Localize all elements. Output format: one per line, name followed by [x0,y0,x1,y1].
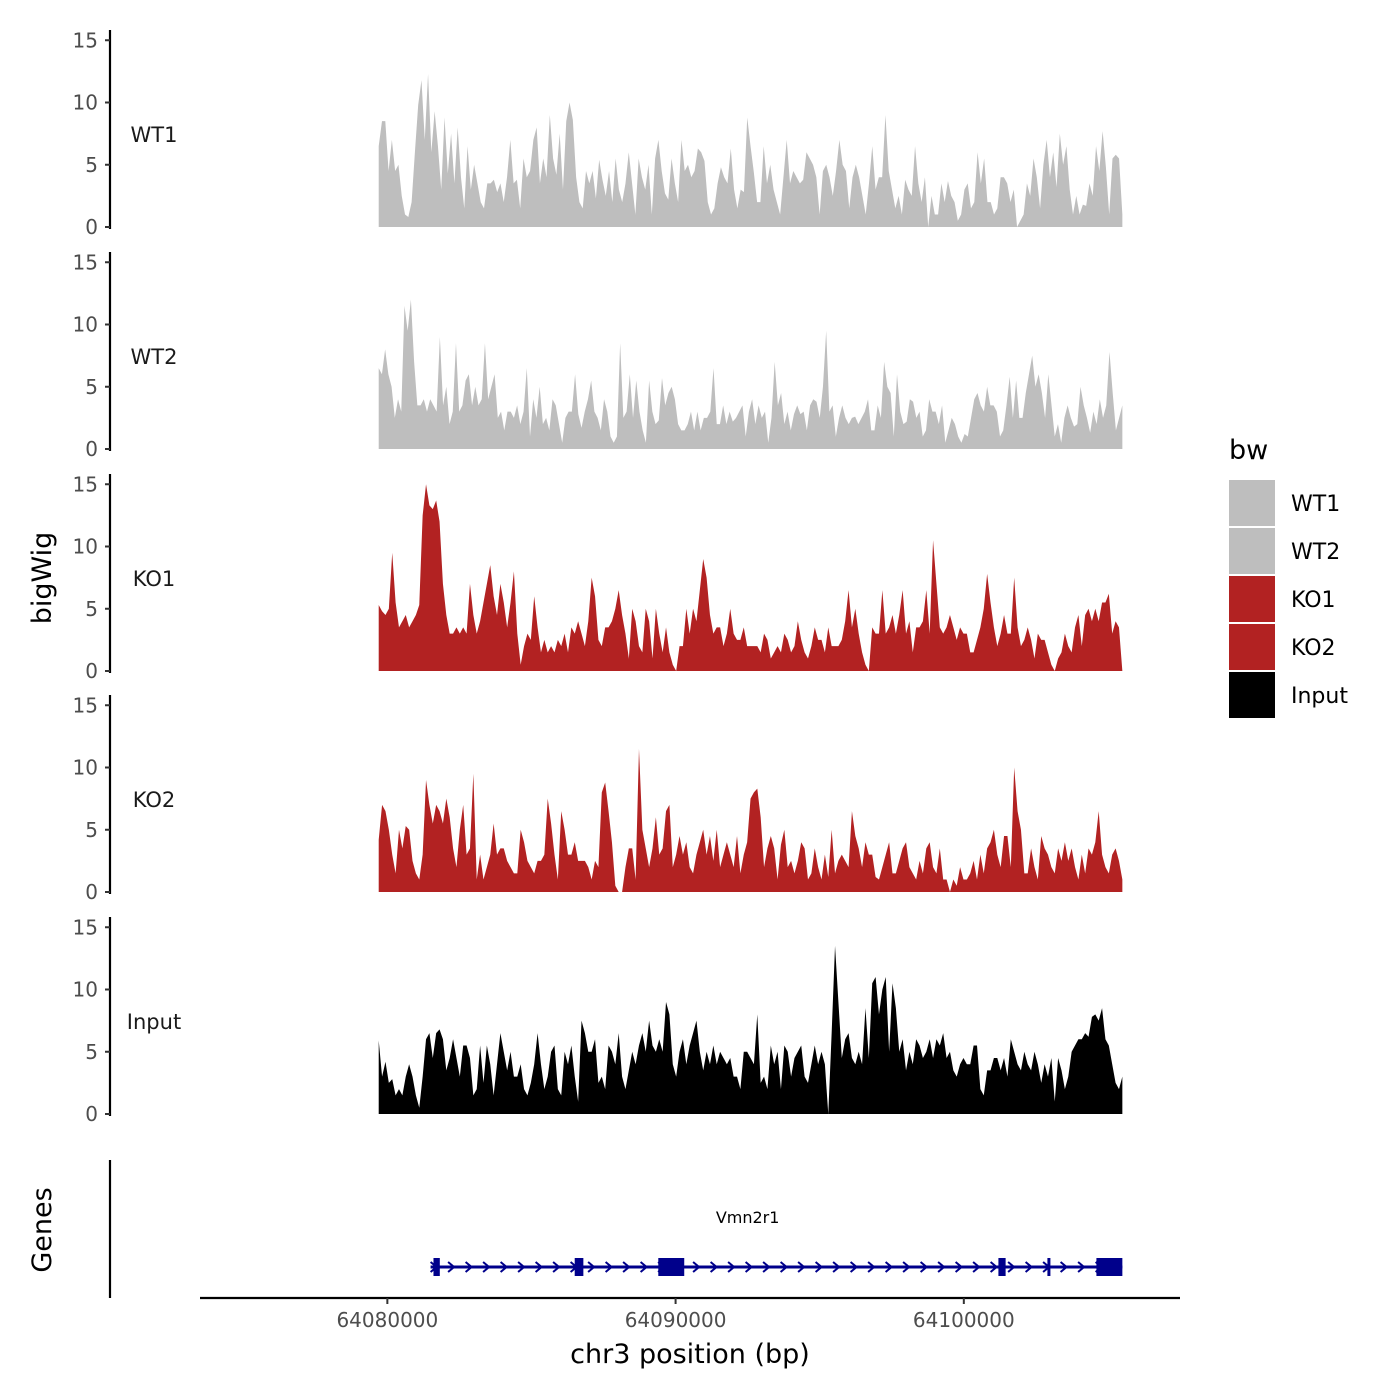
gene-name-label: Vmn2r1 [716,1208,780,1227]
y-tick-label: 0 [85,1102,98,1126]
y-tick-label: 5 [85,375,98,399]
strand-arrow [762,1261,771,1273]
strand-arrow [779,1261,789,1273]
strand-arrow [447,1261,456,1273]
strand-arrow [692,1261,701,1273]
x-axis-title: chr3 position (bp) [570,1339,810,1370]
gene-exon [433,1258,440,1276]
y-tick-label: 10 [73,91,98,115]
legend-label-ko2: KO2 [1291,636,1336,661]
track-label: WT1 [131,123,178,147]
coverage-area-input [378,945,1123,1114]
legend-swatch-wt2 [1229,528,1275,574]
track-wt1: 0 5 10 15 WT1 [73,28,1123,239]
y-tick-label: 15 [73,472,98,496]
strand-arrow [849,1261,859,1273]
strand-arrow [1007,1261,1016,1273]
y-tick-label: 0 [85,215,98,239]
track-label: KO2 [133,788,176,812]
x-axis: 64080000 64090000 64100000 [200,1296,1180,1332]
track-wt2: 0 5 10 15 WT2 [73,250,1123,461]
strand-arrow [587,1261,596,1273]
y-tick-label: 0 [85,880,98,904]
strand-arrow [902,1261,911,1273]
y-tick-label: 10 [73,978,98,1002]
strand-arrow [604,1261,614,1273]
coverage-area-wt2 [378,299,1123,449]
y-tick-label: 15 [73,28,98,52]
strand-arrow [464,1261,474,1273]
y-tick-label: 10 [73,313,98,337]
legend-label-input: Input [1291,684,1348,709]
strand-arrow [989,1261,999,1273]
y-tick-label: 15 [73,250,98,274]
y-tick-label: 15 [73,915,98,939]
strand-arrow [639,1261,649,1273]
y-tick-label: 10 [73,756,98,780]
legend-label-wt2: WT2 [1291,540,1340,565]
strand-arrow [884,1261,894,1273]
legend-title: bw [1229,435,1268,466]
gene-exon [574,1258,584,1276]
strand-arrow [727,1261,736,1273]
y-tick-label: 15 [73,693,98,717]
strand-arrow [499,1261,509,1273]
strand-arrow [867,1261,876,1273]
genes-track-title: Genes [27,1187,58,1272]
strand-arrow [552,1261,561,1273]
strand-arrow [709,1261,719,1273]
x-tick-label: 64080000 [336,1308,438,1332]
strand-arrow [622,1261,631,1273]
track-input: 0 5 10 15 Input [73,915,1123,1126]
y-tick-label: 5 [85,1040,98,1064]
legend-swatch-wt1 [1229,480,1275,526]
coverage-tracks: 0 5 10 15 WT1 0 5 10 15 WT2 0 5 10 15 KO1 0 5 10 15 KO2 0 5 10… [73,28,1123,1126]
legend-label-ko1: KO1 [1291,588,1336,613]
y-tick-label: 0 [85,437,98,461]
coverage-area-wt1 [378,73,1123,228]
legend-swatch-ko2 [1229,624,1275,670]
legend-swatch-input [1229,672,1275,718]
legend: bw WT1 WT2 KO1 KO2 Input [1229,435,1348,718]
strand-arrow [972,1261,981,1273]
strand-arrow [1077,1261,1086,1273]
strand-arrow [517,1261,526,1273]
strand-arrow [919,1261,929,1273]
strand-arrow [954,1261,964,1273]
coverage-area-ko1 [378,484,1123,671]
y-tick-label: 0 [85,659,98,683]
strand-arrow [1024,1261,1034,1273]
x-tick-label: 64090000 [625,1308,727,1332]
track-label: WT2 [131,345,178,369]
track-ko1: 0 5 10 15 KO1 [73,472,1123,683]
track-label: KO1 [133,567,176,591]
strand-arrow [814,1261,824,1273]
gene-exon [658,1258,685,1276]
y-tick-label: 5 [85,597,98,621]
strand-arrow [482,1261,491,1273]
gene-exon [1047,1258,1051,1276]
strand-arrow [534,1261,544,1273]
track-ko2: 0 5 10 15 KO2 [73,693,1123,904]
gene-exon [998,1258,1006,1276]
x-tick-label: 64100000 [913,1308,1015,1332]
strand-arrow [797,1261,806,1273]
y-axis-title: bigWig [27,532,58,625]
y-tick-label: 5 [85,153,98,177]
strand-arrow [1059,1261,1069,1273]
y-tick-label: 10 [73,535,98,559]
legend-swatch-ko1 [1229,576,1275,622]
strand-arrow [744,1261,754,1273]
strand-arrow [832,1261,841,1273]
y-tick-label: 5 [85,818,98,842]
track-label: Input [127,1010,181,1034]
legend-label-wt1: WT1 [1291,492,1340,517]
strand-arrow [937,1261,946,1273]
gene-track: Vmn2r1 [108,1160,1123,1298]
gene-exon [1096,1258,1123,1276]
coverage-area-ko2 [378,748,1123,892]
